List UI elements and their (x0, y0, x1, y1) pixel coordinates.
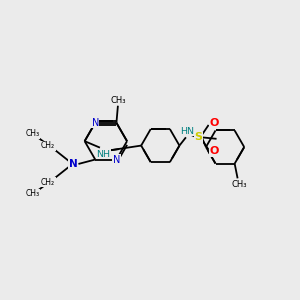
Text: O: O (210, 146, 219, 156)
Text: N: N (69, 159, 77, 169)
Text: CH₃: CH₃ (26, 129, 40, 138)
Text: S: S (194, 132, 202, 142)
Text: CH₂: CH₂ (41, 178, 55, 187)
Text: O: O (210, 118, 219, 128)
Text: N: N (92, 118, 99, 128)
Text: N: N (113, 154, 120, 164)
Text: CH₃: CH₃ (26, 190, 40, 199)
Text: CH₃: CH₃ (110, 96, 126, 105)
Text: NH: NH (97, 150, 110, 159)
Text: CH₃: CH₃ (231, 180, 247, 189)
Text: HN: HN (180, 127, 194, 136)
Text: CH₂: CH₂ (41, 141, 55, 150)
